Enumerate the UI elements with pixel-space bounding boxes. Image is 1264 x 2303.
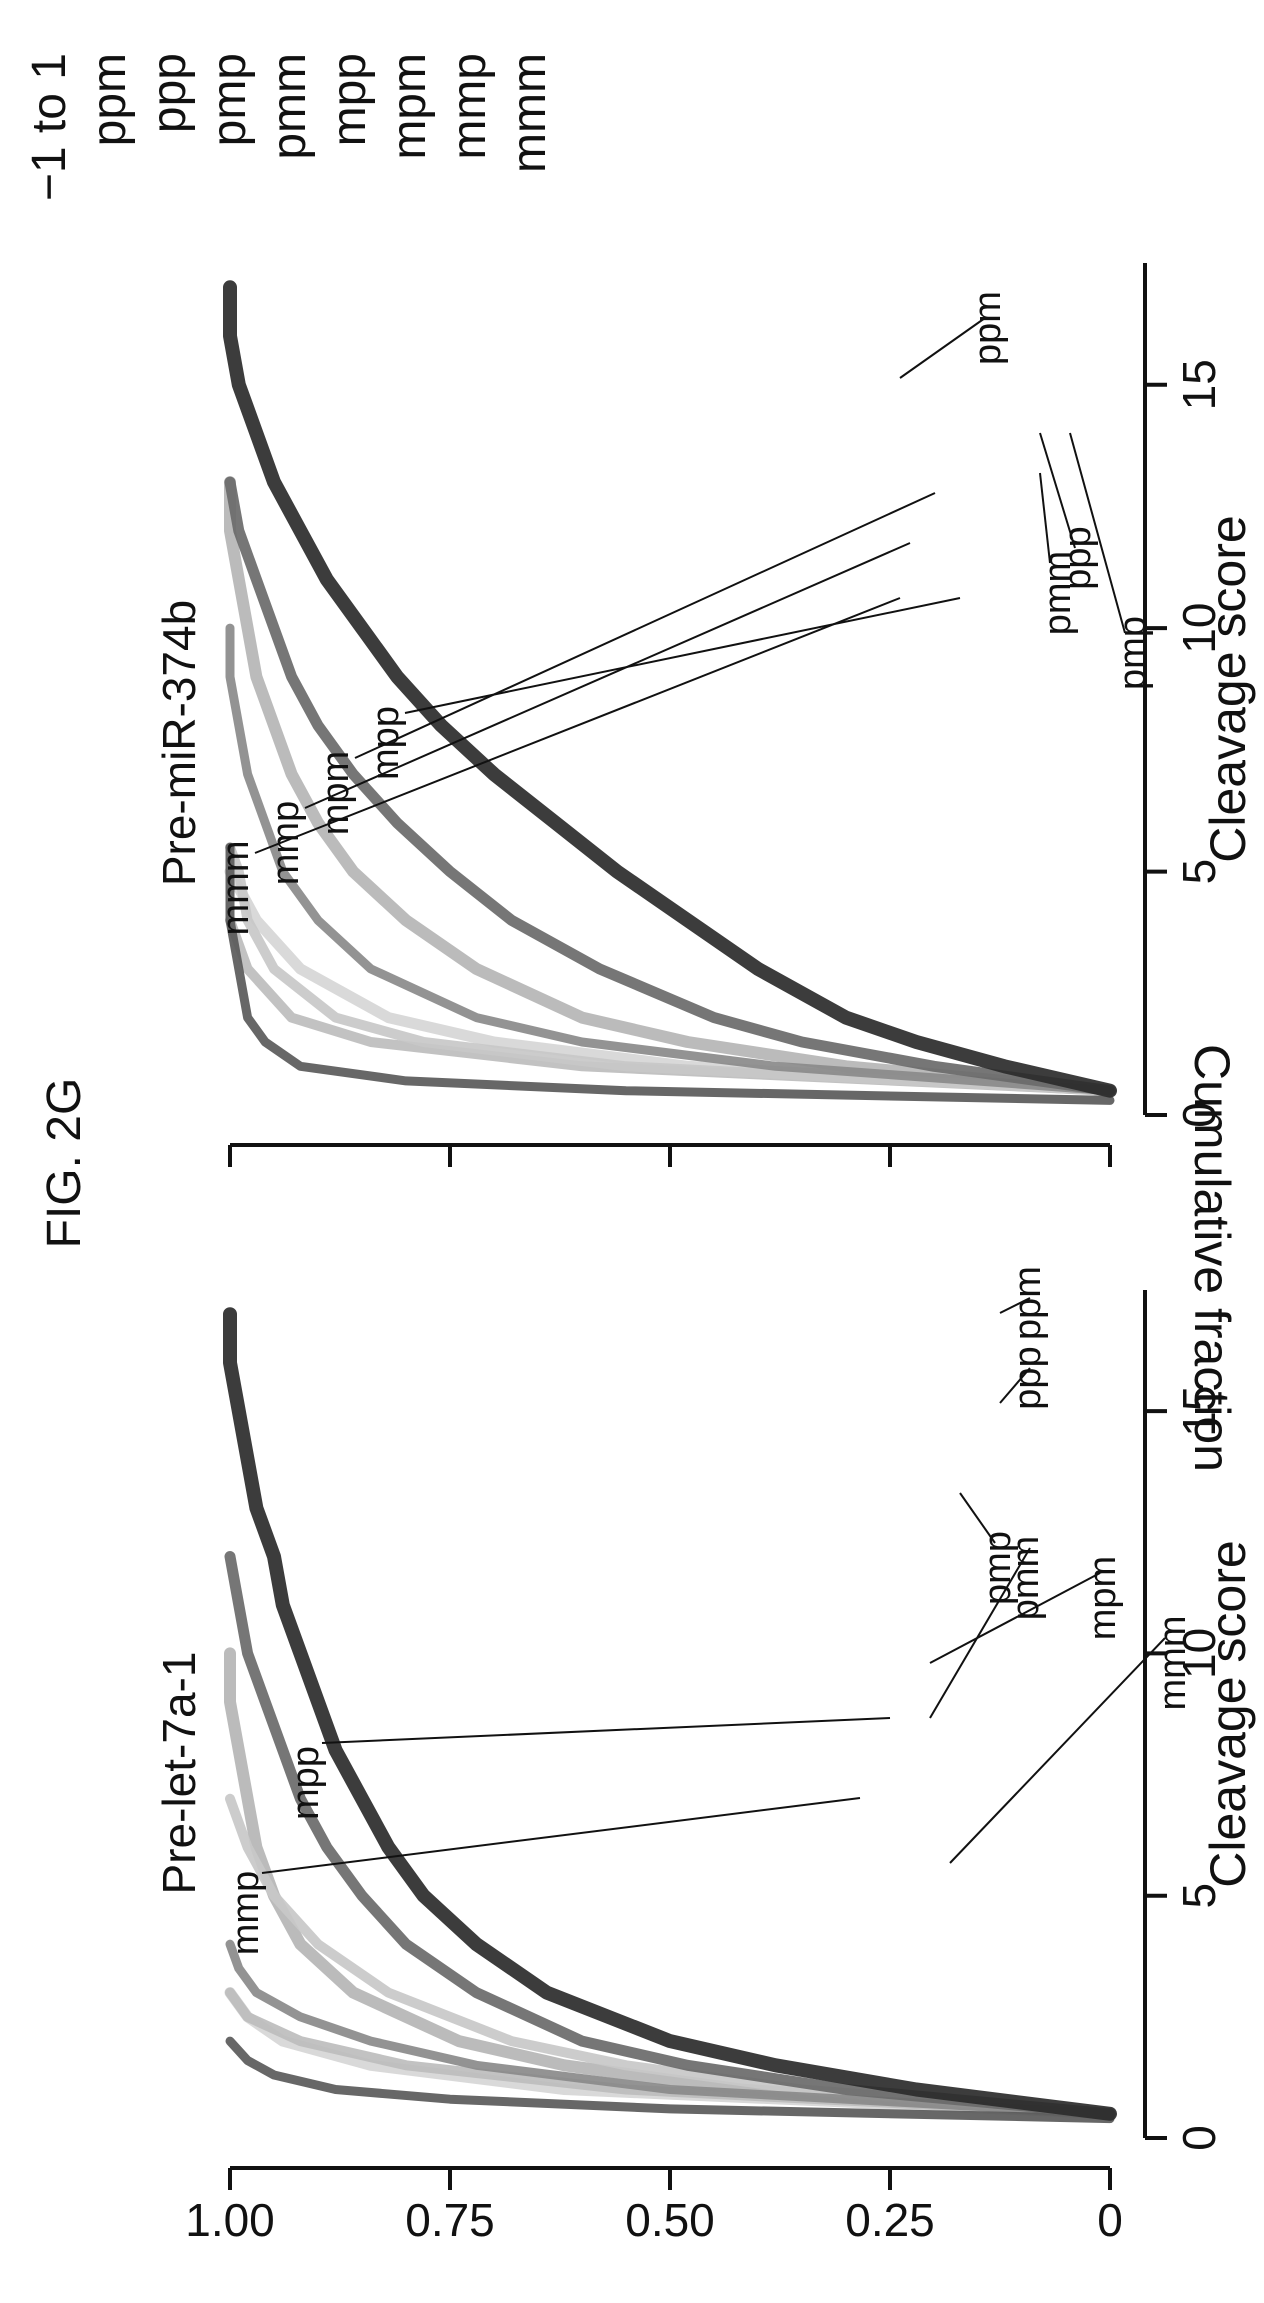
panel-pre-mir-374b: Pre-miR-374bCleavage score051015ppmppppm… xyxy=(153,263,1256,1167)
legend-item-mmm: mmm xyxy=(503,53,556,173)
x-tick-label: 10 xyxy=(1173,603,1225,654)
label-leader-mpp xyxy=(405,598,960,713)
x-axis-label: Cleavage score xyxy=(1200,515,1256,862)
curve-label-pmm: pmm xyxy=(1005,1536,1047,1620)
legend-item-mpm: mpm xyxy=(383,53,436,160)
legend-item-ppp: ppp xyxy=(143,53,196,133)
curve-label-mmp: mmp xyxy=(225,1871,267,1955)
legend-item-pmm: pmm xyxy=(263,53,316,160)
curve-label-ppm: ppm xyxy=(1007,1266,1049,1340)
y-tick-label: 0 xyxy=(1097,2194,1123,2246)
x-tick-label: 15 xyxy=(1173,1386,1225,1437)
curve-label-mmp: mmp xyxy=(265,801,307,885)
y-tick-label: 1.00 xyxy=(185,2194,275,2246)
x-tick-label: 0 xyxy=(1173,1102,1225,1128)
curve-label-mpp: mpp xyxy=(285,1746,327,1820)
x-tick-label: 5 xyxy=(1173,859,1225,885)
legend: −1 to 1 ppm ppp pmp pmm mpp mpm mmp mmm xyxy=(23,53,556,201)
curve-label-pmp: pmp xyxy=(1112,616,1154,690)
x-tick-label: 15 xyxy=(1173,359,1225,410)
x-tick-label: 0 xyxy=(1173,2125,1225,2151)
legend-title: −1 to 1 xyxy=(23,53,76,201)
label-leader-mpm xyxy=(355,493,935,758)
panel-title: Pre-miR-374b xyxy=(153,600,205,886)
curve-label-ppm: ppm xyxy=(967,291,1009,365)
legend-item-ppm: ppm xyxy=(83,53,136,146)
label-leader-mmm xyxy=(255,598,900,853)
curve-label-mmm: mmm xyxy=(1152,1616,1194,1711)
x-axis-label: Cleavage score xyxy=(1200,1540,1256,1887)
label-leader-mmm xyxy=(950,1638,1165,1863)
legend-item-pmp: pmp xyxy=(203,53,256,146)
panel-pre-let-7a-1: Pre-let-7a-1Cleavage score05101500.250.5… xyxy=(153,1266,1256,2246)
curve-label-mmm: mmm xyxy=(215,841,257,936)
y-tick-label: 0.25 xyxy=(845,2194,935,2246)
series-line-ppp xyxy=(230,1557,1110,2114)
curve-label-mpm: mpm xyxy=(315,751,357,835)
y-tick-label: 0.50 xyxy=(625,2194,715,2246)
curve-label-ppp: ppp xyxy=(1007,1346,1049,1409)
curve-label-pmm: pmm xyxy=(1037,551,1079,635)
panel-title: Pre-let-7a-1 xyxy=(153,1652,205,1895)
legend-item-mpp: mpp xyxy=(323,53,376,146)
legend-item-mmp: mmp xyxy=(443,53,496,160)
y-tick-label: 0.75 xyxy=(405,2194,495,2246)
label-leader-mpp xyxy=(322,1718,890,1743)
label-leader-pmm xyxy=(1040,473,1050,563)
figure-title: FIG. 2G xyxy=(38,1078,91,1249)
x-tick-label: 5 xyxy=(1173,1883,1225,1909)
label-leader-mmp xyxy=(262,1798,860,1873)
curve-label-mpm: mpm xyxy=(1082,1556,1124,1640)
